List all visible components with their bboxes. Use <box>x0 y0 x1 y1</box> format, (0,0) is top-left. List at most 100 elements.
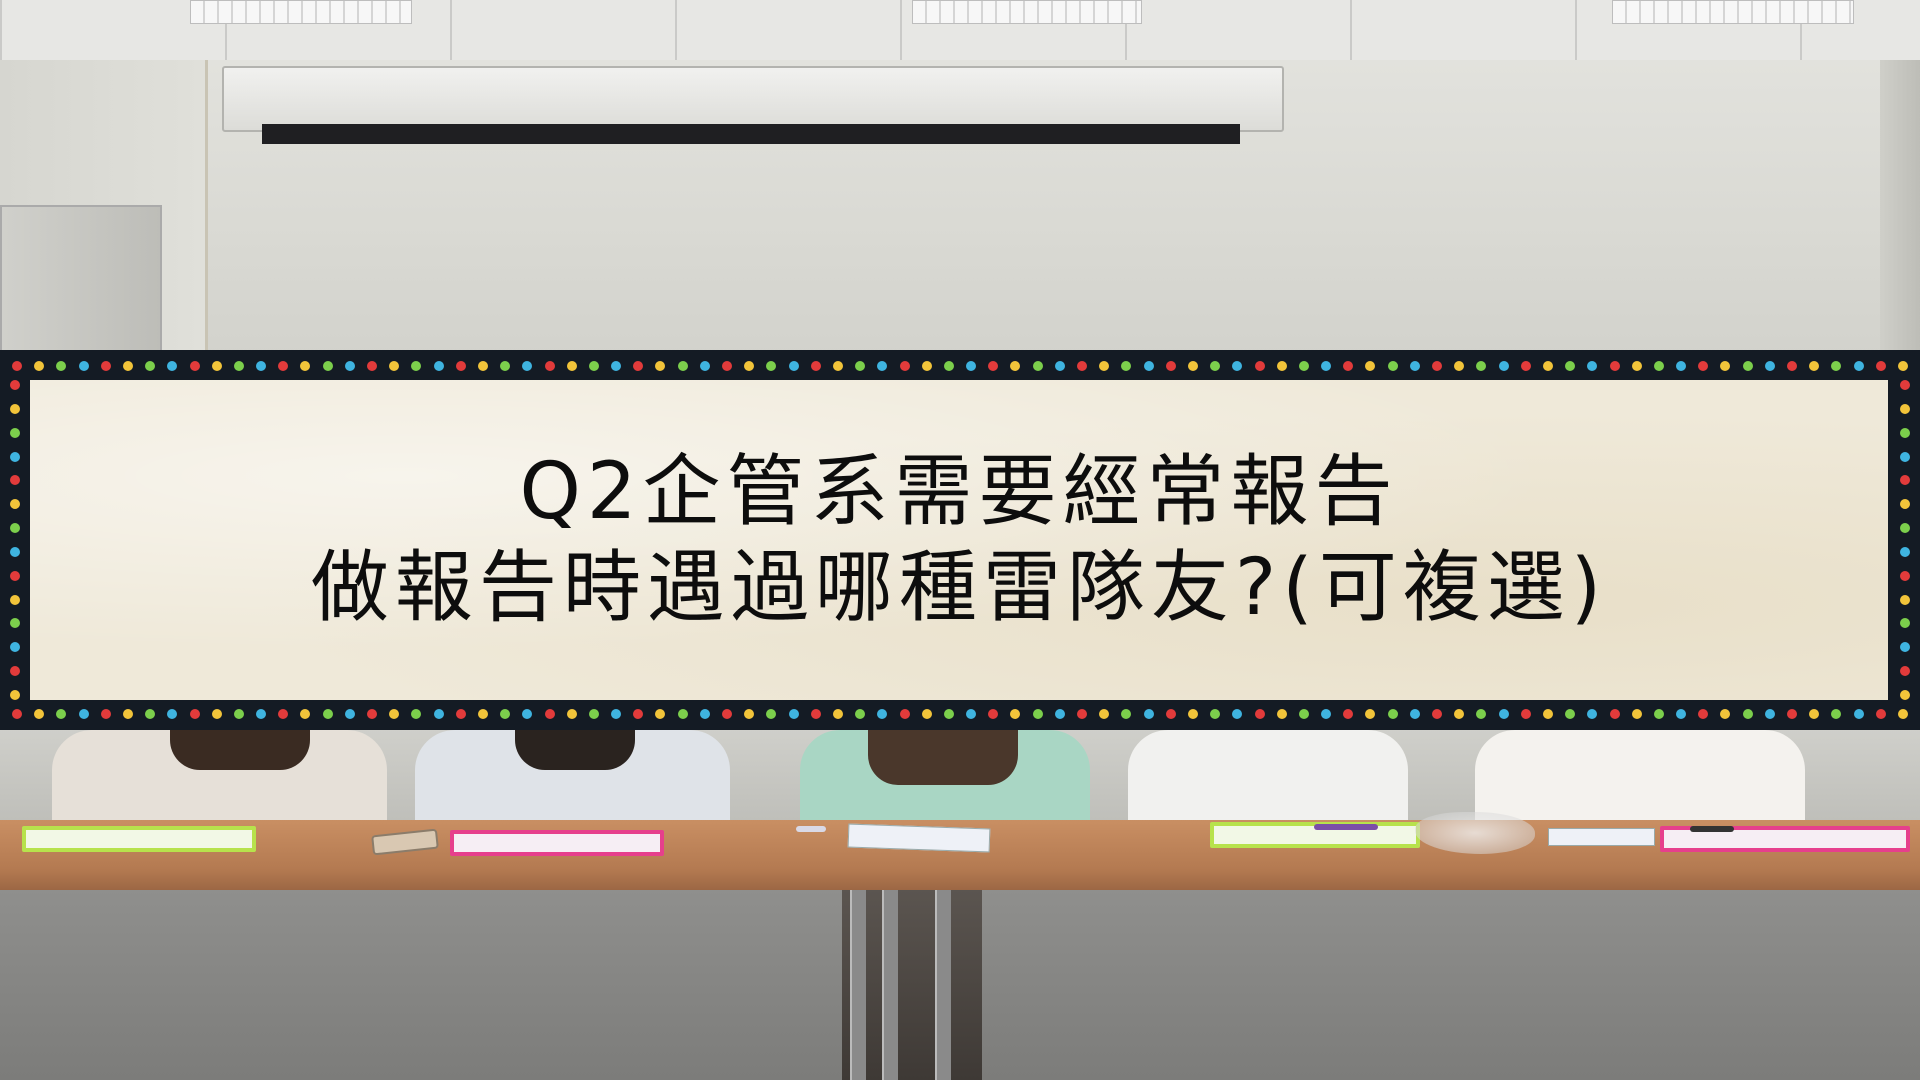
banner-dot <box>300 361 311 371</box>
banner-dot <box>1698 709 1709 719</box>
banner-dot <box>1498 709 1509 719</box>
banner-dot <box>1900 380 1910 390</box>
banner-dot <box>1900 451 1910 462</box>
banner-dot <box>855 361 866 371</box>
banner-dot <box>1387 709 1398 719</box>
person-2-hair <box>515 730 635 770</box>
banner-dot <box>966 709 977 719</box>
banner-dot <box>477 709 488 719</box>
ceiling-light <box>190 0 412 24</box>
banner-dot <box>300 709 311 719</box>
banner-dot <box>1853 709 1864 719</box>
banner-dot <box>1409 709 1420 719</box>
banner-dot <box>10 523 20 534</box>
banner-dot <box>766 361 777 371</box>
marker-pen <box>1314 824 1378 830</box>
banner-dot <box>1900 570 1910 581</box>
banner-dot <box>1099 361 1110 371</box>
banner-dot <box>832 709 843 719</box>
banner-dot <box>1520 361 1531 371</box>
banner-dot <box>1900 499 1910 510</box>
banner-dot <box>500 709 511 719</box>
marker-pen <box>796 826 826 832</box>
whiteboard-pink <box>450 830 664 856</box>
ceiling <box>0 0 1920 62</box>
banner-dot <box>921 709 932 719</box>
banner-dots-right <box>1891 380 1919 700</box>
banner-dot <box>1764 709 1775 719</box>
banner-dot <box>1165 361 1176 371</box>
banner-dot <box>744 361 755 371</box>
banner-dot <box>1676 709 1687 719</box>
banner-dot <box>1321 709 1332 719</box>
banner-dot <box>966 361 977 371</box>
banner-dot <box>10 666 20 677</box>
banner-dot <box>1653 709 1664 719</box>
banner-dot <box>722 709 732 719</box>
banner-title-line-2: 做報告時遇過哪種雷隊友?(可複選) <box>310 543 1608 633</box>
banner-dot <box>1077 709 1087 719</box>
banner-dot <box>389 709 400 719</box>
banner-dot <box>367 361 377 371</box>
banner-dot <box>10 546 20 557</box>
banner-dot <box>256 709 267 719</box>
banner-dot <box>1032 709 1043 719</box>
banner-dot <box>100 361 111 371</box>
banner-dot <box>34 361 45 371</box>
banner-dot <box>744 709 755 719</box>
banner-dot <box>122 361 133 371</box>
banner-dot <box>699 361 710 371</box>
banner-dot <box>1210 709 1221 719</box>
papers <box>847 823 991 853</box>
banner-dot <box>1121 709 1132 719</box>
banner-dot <box>10 642 20 653</box>
banner-dot <box>522 709 533 719</box>
banner-dot <box>877 361 888 371</box>
banner-dot <box>12 709 22 719</box>
banner-dot <box>832 361 843 371</box>
banner-dot <box>1900 642 1910 653</box>
banner-dot <box>1742 709 1753 719</box>
banner-dot <box>1343 361 1354 371</box>
banner-dot <box>455 709 466 719</box>
banner-dot <box>1454 709 1465 719</box>
banner-paper: Q2企管系需要經常報告 做報告時遇過哪種雷隊友?(可複選) <box>30 380 1888 700</box>
banner-dot <box>1454 361 1465 371</box>
projector-screen-housing <box>222 66 1284 132</box>
banner-dot <box>943 709 954 719</box>
banner-dot <box>56 361 67 371</box>
banner-dot <box>1676 361 1687 371</box>
banner-dot <box>167 361 178 371</box>
banner-dot <box>655 361 666 371</box>
banner-dot <box>1900 618 1910 629</box>
person-5 <box>1475 730 1805 835</box>
banner-dot <box>433 361 444 371</box>
banner-dot <box>1054 361 1065 371</box>
banner-dot <box>1542 709 1553 719</box>
banner-dot <box>1900 475 1910 486</box>
banner-dot <box>988 709 999 719</box>
banner-dot <box>78 709 89 719</box>
banner-dot <box>1298 361 1309 371</box>
banner-dot <box>1099 709 1110 719</box>
ceiling-light <box>912 0 1142 24</box>
banner-dot <box>145 709 156 719</box>
banner-dot <box>34 709 45 719</box>
banner-dot <box>1298 709 1309 719</box>
banner-dot <box>1720 361 1731 371</box>
cabinet <box>0 205 162 364</box>
table-leg <box>882 890 898 1080</box>
banner-dot <box>677 709 688 719</box>
banner-dot <box>1565 361 1576 371</box>
banner-dot <box>411 361 422 371</box>
banner-dot <box>1365 709 1376 719</box>
banner-dot <box>1875 709 1886 719</box>
banner-dot <box>1476 709 1487 719</box>
banner-dot <box>1609 709 1620 719</box>
banner-dot <box>10 451 20 462</box>
whiteboard-green <box>22 826 256 852</box>
banner-dot <box>1387 361 1398 371</box>
banner-dot <box>1143 361 1154 371</box>
banner-dot <box>1565 709 1576 719</box>
